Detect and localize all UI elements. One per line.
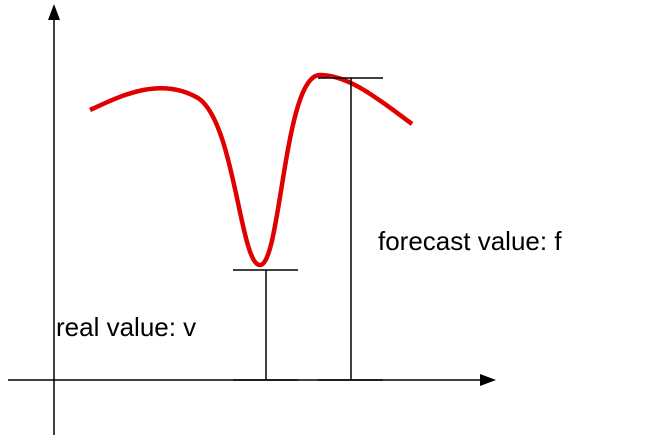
y-axis-arrow <box>48 4 60 20</box>
real-label: real value: v <box>56 312 196 342</box>
x-axis-arrow <box>480 374 496 386</box>
forecast-bracket <box>318 77 383 381</box>
curve <box>89 72 414 268</box>
real-bracket <box>233 269 298 381</box>
forecast-label: forecast value: f <box>378 226 562 256</box>
